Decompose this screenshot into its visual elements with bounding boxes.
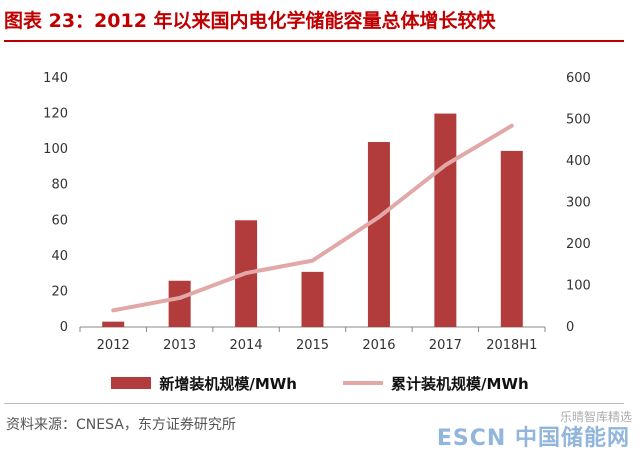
source-note: 资料来源：CNESA，东方证券研究所 xyxy=(6,417,236,433)
chart-title: 图表 23：2012 年以来国内电化学储能容量总体增长较快 xyxy=(4,10,496,32)
legend-swatch-bar xyxy=(111,377,152,389)
watermark-small: 乐晴智库精选 xyxy=(559,410,632,424)
y-right-tick-label: 400 xyxy=(566,154,591,169)
legend-item-line: 累计装机规模/MWh xyxy=(343,373,529,394)
cumulative-line xyxy=(111,123,514,313)
x-tick-label: 2013 xyxy=(163,338,196,353)
bar xyxy=(301,271,324,327)
legend-item-bar: 新增装机规模/MWh xyxy=(111,373,297,394)
chart-legend: 新增装机规模/MWh 累计装机规模/MWh xyxy=(0,372,640,394)
y-left-tick-label: 100 xyxy=(43,142,68,157)
x-tick-label: 2012 xyxy=(97,338,130,353)
y-right-tick-label: 0 xyxy=(566,320,574,335)
bar xyxy=(367,142,390,327)
legend-label-line: 累计装机规模/MWh xyxy=(391,374,529,393)
source-divider xyxy=(4,403,624,404)
bar xyxy=(102,321,125,327)
y-left-tick-label: 20 xyxy=(51,284,68,299)
x-tick-label: 2015 xyxy=(296,338,329,353)
y-left-tick-label: 140 xyxy=(43,71,68,86)
chart: 0 20 40 60 80 100 120 140 0 100 200 300 400 500 600 201… xyxy=(43,71,591,353)
x-tick-label: 2017 xyxy=(429,338,462,353)
y-right-tick-label: 600 xyxy=(566,71,591,86)
watermark-logo: ESCN 中国储能网 xyxy=(436,426,630,451)
y-right-tick-label: 200 xyxy=(566,237,591,252)
y-right-tick-label: 500 xyxy=(566,113,591,128)
y-left-tick-label: 60 xyxy=(51,213,68,228)
bar xyxy=(500,150,523,327)
legend-swatch-line xyxy=(343,381,383,385)
bar xyxy=(434,113,457,327)
bar xyxy=(168,280,191,327)
title-rule xyxy=(4,40,624,42)
legend-label-bar: 新增装机规模/MWh xyxy=(159,374,297,393)
y-right-tick-label: 300 xyxy=(566,196,591,211)
y-left-tick-label: 80 xyxy=(51,178,68,193)
x-tick-label: 2014 xyxy=(230,338,263,353)
x-tick-label: 2016 xyxy=(362,338,395,353)
y-right-tick-label: 100 xyxy=(566,279,591,294)
y-left-tick-label: 120 xyxy=(43,107,68,122)
y-left-tick-label: 0 xyxy=(60,320,68,335)
x-tick-label: 2018H1 xyxy=(486,338,537,353)
y-left-tick-label: 40 xyxy=(51,249,68,264)
